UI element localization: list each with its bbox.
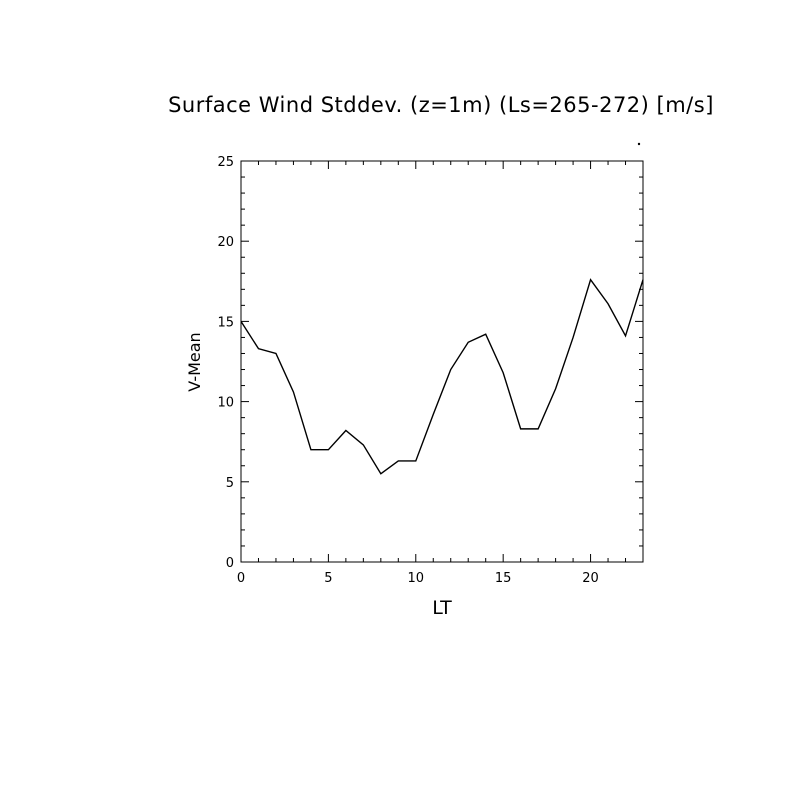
series-layer <box>240 278 644 475</box>
y-tick-label: 10 <box>217 396 234 411</box>
y-tick-label: 25 <box>217 155 234 170</box>
plot-frame <box>240 160 644 563</box>
x-tick-label: 15 <box>495 571 512 586</box>
y-axis-ticks <box>241 160 643 563</box>
corner-dot <box>637 142 641 146</box>
x-tick-label: 10 <box>408 571 425 586</box>
series-line-0 <box>240 278 644 475</box>
x-axis-label: LT <box>432 597 452 619</box>
chart-title: Surface Wind Stddev. (z=1m) (Ls=265-272)… <box>168 93 714 117</box>
y-axis-tick-labels: 0 5 10 15 20 25 <box>217 155 234 571</box>
y-tick-label: 0 <box>226 556 234 571</box>
x-tick-label: 5 <box>324 571 332 586</box>
y-tick-label: 20 <box>217 235 234 250</box>
y-tick-label: 15 <box>217 315 234 330</box>
x-axis-tick-labels: 0 5 10 15 20 <box>237 571 599 586</box>
x-axis-ticks <box>240 161 644 562</box>
y-tick-label: 5 <box>226 476 234 491</box>
y-axis-label: V-Mean <box>185 332 204 391</box>
x-tick-label: 0 <box>237 571 245 586</box>
x-tick-label: 20 <box>582 571 599 586</box>
